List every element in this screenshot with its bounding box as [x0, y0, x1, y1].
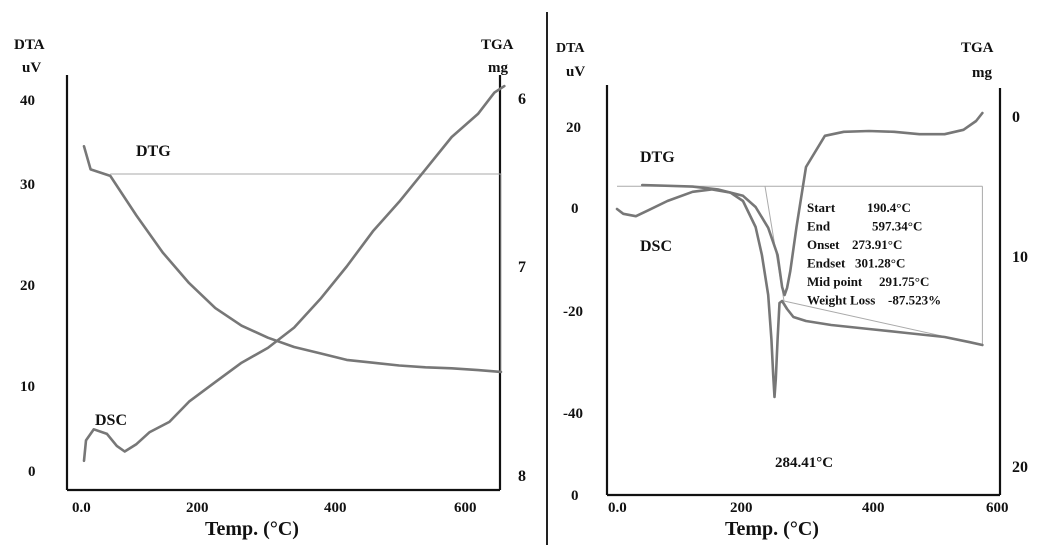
analysis-results: Start 190.4°C End 597.34°C Onset 273.91°C Ends…	[807, 200, 941, 308]
right-chart-series-dsc-line	[615, 188, 984, 399]
results-value-end: 597.34°C	[872, 219, 922, 234]
right-chart-rtick-0: 0	[1012, 109, 1020, 126]
left-chart-xtick-400: 400	[324, 500, 347, 516]
results-value-endset: 301.28°C	[855, 256, 905, 271]
results-key-weight-loss: Weight Loss	[807, 293, 875, 308]
right-chart-xtick-600: 600	[986, 500, 1009, 516]
results-key-endset: Endset	[807, 256, 846, 271]
left-chart-ytick-20: 20	[20, 278, 35, 294]
left-chart-left-axis-title-1: DTA	[14, 37, 45, 53]
right-chart-peak-label: 284.41°C	[775, 455, 833, 471]
left-chart-rtick-8: 8	[518, 468, 526, 485]
right-chart-series-dtg-line	[640, 111, 984, 297]
results-key-end: End	[807, 219, 831, 234]
left-chart-panel: DTA uV TGA mg 0 10 20 30 40 6 7 8 0.0 20…	[14, 37, 526, 540]
left-chart-xtick-0: 0.0	[72, 500, 91, 516]
left-chart-ytick-40: 40	[20, 93, 35, 109]
right-chart-right-axis-title-2: mg	[972, 65, 992, 81]
left-chart-marks	[82, 84, 506, 463]
left-chart-dsc-label: DSC	[95, 412, 127, 429]
results-value-mid-point: 291.75°C	[879, 274, 929, 289]
results-key-onset: Onset	[807, 237, 840, 252]
right-chart-xtick-400: 400	[862, 500, 885, 516]
right-chart-ytick-0-bottom: 0	[571, 488, 579, 504]
right-chart-xtick-200: 200	[730, 500, 753, 516]
left-chart-right-axis-title-2: mg	[488, 60, 508, 76]
left-chart-series-dtg-line	[82, 145, 503, 374]
left-chart-rtick-7: 7	[518, 259, 526, 276]
right-chart-left-axis-title-2: uV	[566, 64, 585, 80]
right-chart-rtick-10: 10	[1012, 249, 1028, 266]
right-chart-ytick-minus40: -40	[563, 406, 583, 422]
results-value-onset: 273.91°C	[852, 237, 902, 252]
right-chart-dtg-label: DTG	[640, 149, 675, 166]
right-chart-ytick-20: 20	[566, 120, 581, 136]
right-chart-xtick-0: 0.0	[608, 500, 627, 516]
results-value-weight-loss: -87.523%	[888, 293, 941, 308]
right-chart-x-axis-title: Temp. (°C)	[725, 518, 819, 540]
left-chart-dtg-label: DTG	[136, 143, 171, 160]
right-chart-rtick-20: 20	[1012, 459, 1028, 476]
left-chart-ytick-30: 30	[20, 177, 35, 193]
left-chart-right-axis-title-1: TGA	[481, 37, 514, 53]
left-chart-xtick-600: 600	[454, 500, 477, 516]
right-chart-right-axis-title-1: TGA	[961, 40, 994, 56]
left-chart-ytick-0: 0	[28, 464, 36, 480]
results-key-mid-point: Mid point	[807, 274, 863, 289]
left-chart-reference-box	[110, 173, 502, 372]
left-chart-xtick-200: 200	[186, 500, 209, 516]
left-chart-ytick-10: 10	[20, 379, 35, 395]
left-chart-series-dsc-line	[82, 84, 506, 463]
right-chart-marks	[615, 111, 984, 399]
left-chart-rtick-6: 6	[518, 91, 526, 108]
right-chart-ytick-0: 0	[571, 201, 579, 217]
results-key-start: Start	[807, 200, 836, 215]
left-chart-left-axis-title-2: uV	[22, 60, 41, 76]
right-chart-left-axis-title-1: DTA	[556, 41, 585, 56]
left-chart-x-axis-title: Temp. (°C)	[205, 518, 299, 540]
right-chart-dsc-label: DSC	[640, 238, 672, 255]
right-chart-ytick-minus20: -20	[563, 304, 583, 320]
results-value-start: 190.4°C	[867, 200, 911, 215]
right-chart-panel: DTA uV TGA mg 20 0 -20 -40 0 0 10 20 0.0…	[556, 40, 1028, 540]
